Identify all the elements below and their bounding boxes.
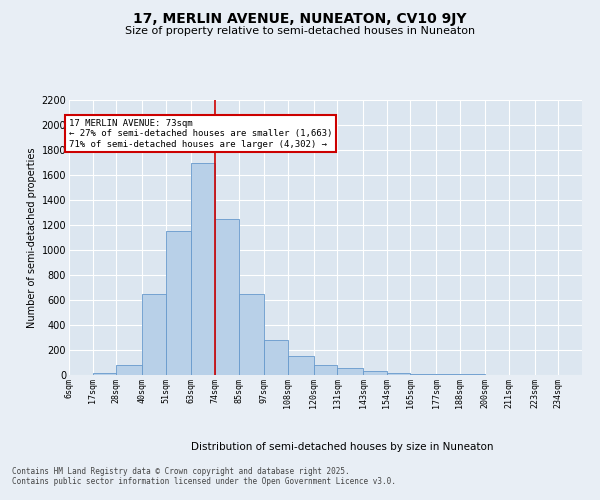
Bar — [386, 372, 410, 375]
Bar — [166, 231, 191, 375]
Text: Contains HM Land Registry data © Crown copyright and database right 2025.: Contains HM Land Registry data © Crown c… — [12, 467, 350, 476]
Bar — [191, 162, 215, 375]
Bar — [142, 294, 166, 375]
Y-axis label: Number of semi-detached properties: Number of semi-detached properties — [28, 147, 37, 328]
Text: Distribution of semi-detached houses by size in Nuneaton: Distribution of semi-detached houses by … — [191, 442, 493, 452]
Bar — [363, 371, 386, 375]
Bar — [116, 365, 142, 375]
Bar — [288, 356, 314, 375]
Bar — [92, 372, 116, 375]
Bar — [265, 340, 288, 375]
Bar — [314, 365, 337, 375]
Bar — [215, 219, 239, 375]
Bar — [410, 374, 436, 375]
Text: Contains public sector information licensed under the Open Government Licence v3: Contains public sector information licen… — [12, 477, 396, 486]
Text: 17, MERLIN AVENUE, NUNEATON, CV10 9JY: 17, MERLIN AVENUE, NUNEATON, CV10 9JY — [133, 12, 467, 26]
Text: 17 MERLIN AVENUE: 73sqm
← 27% of semi-detached houses are smaller (1,663)
71% of: 17 MERLIN AVENUE: 73sqm ← 27% of semi-de… — [69, 118, 332, 148]
Text: Size of property relative to semi-detached houses in Nuneaton: Size of property relative to semi-detach… — [125, 26, 475, 36]
Bar — [436, 374, 460, 375]
Bar — [337, 368, 363, 375]
Bar — [460, 374, 485, 375]
Bar — [239, 294, 265, 375]
